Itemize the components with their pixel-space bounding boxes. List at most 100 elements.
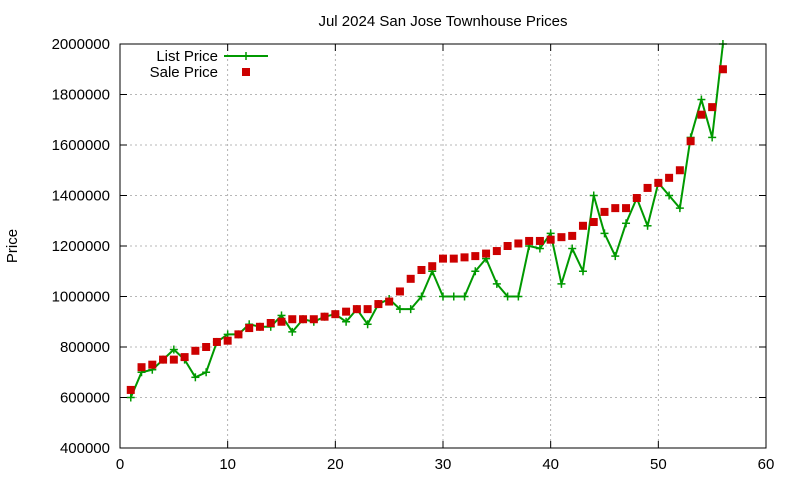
sale-price-point: [245, 324, 254, 333]
x-tick-label: 10: [219, 456, 236, 473]
list-price-point: [643, 221, 652, 230]
y-tick-label: 400000: [60, 440, 110, 457]
list-price-point: [471, 267, 480, 276]
sale-price-point: [492, 247, 501, 256]
list-price-point: [675, 204, 684, 213]
sale-price-point: [374, 300, 383, 309]
x-tick-label: 50: [650, 456, 667, 473]
y-tick-label: 1400000: [52, 188, 110, 205]
list-price-point: [191, 373, 200, 382]
sale-price-point: [449, 254, 458, 263]
list-price-point: [492, 279, 501, 288]
list-price-point: [126, 393, 135, 402]
sale-price-point: [234, 330, 243, 339]
list-price-point: [535, 244, 544, 253]
sale-price-point: [535, 236, 544, 245]
sale-price-point: [137, 363, 146, 372]
sale-price-point: [169, 355, 178, 364]
sale-price-point: [460, 253, 469, 262]
y-tick-label: 1000000: [52, 289, 110, 306]
sale-price-point: [589, 218, 598, 227]
sale-price-point: [320, 312, 329, 321]
sale-price-point: [718, 65, 727, 74]
sale-price-point: [654, 178, 663, 187]
list-price-point: [169, 345, 178, 354]
list-price-point: [600, 229, 609, 238]
series-sale-price: [126, 65, 727, 394]
sale-price-point: [395, 287, 404, 296]
list-price-point: [697, 95, 706, 104]
x-tick-label: 30: [435, 456, 452, 473]
list-price-point: [503, 292, 512, 301]
sale-price-point: [632, 194, 641, 203]
sale-price-point: [568, 231, 577, 240]
list-price-point: [363, 320, 372, 329]
sale-price-point: [439, 254, 447, 263]
sale-price-point: [557, 233, 566, 242]
legend-plus-swatch: [242, 52, 250, 60]
list-price-point: [611, 252, 620, 261]
legend-label: Sale Price: [150, 64, 218, 81]
sale-price-point: [363, 305, 372, 314]
x-tick-label: 60: [758, 456, 775, 473]
sale-price-point: [159, 355, 168, 364]
list-price-point: [288, 327, 297, 336]
x-tick-label: 0: [116, 456, 124, 473]
sale-price-point: [148, 360, 157, 369]
y-tick-label: 1600000: [52, 137, 110, 154]
sale-price-point: [643, 183, 652, 192]
sale-price-point: [514, 239, 523, 248]
sale-price-point: [191, 346, 200, 355]
list-price-point: [578, 267, 587, 276]
y-tick-label: 1200000: [52, 238, 110, 255]
sale-price-point: [675, 166, 684, 175]
x-tick-label: 40: [542, 456, 559, 473]
grid-lines: [120, 44, 766, 448]
sale-price-point: [708, 103, 717, 112]
sale-price-point: [126, 385, 135, 394]
sale-price-point: [686, 137, 695, 146]
list-price-point: [342, 317, 351, 326]
y-tick-label: 2000000: [52, 36, 110, 53]
legend-square-swatch: [242, 68, 250, 76]
sale-price-point: [255, 322, 264, 331]
list-price-point: [460, 292, 469, 301]
series-layer: [126, 40, 727, 402]
tick-labels: 0 10 20 30 40 50 60 400000 600000 800000 1000000 12…: [52, 36, 775, 473]
list-price-point: [557, 279, 566, 288]
sale-price-point: [471, 252, 480, 261]
sale-price-point: [180, 353, 189, 362]
list-price-point: [417, 292, 426, 301]
chart-title: Jul 2024 San Jose Townhouse Prices: [318, 13, 567, 30]
sale-price-point: [622, 204, 631, 213]
legend-label: List Price: [156, 48, 218, 65]
sale-price-point: [600, 207, 609, 216]
sale-price-point: [482, 249, 491, 258]
sale-price-point: [406, 274, 415, 283]
sale-price-point: [352, 305, 361, 314]
list-price-point: [449, 292, 458, 301]
tick-marks: [119, 43, 767, 449]
y-axis-label: Price: [4, 229, 21, 263]
list-price-point: [568, 244, 577, 253]
y-tick-label: 800000: [60, 339, 110, 356]
sale-price-point: [223, 336, 232, 345]
sale-price-point: [525, 236, 534, 245]
sale-price-point: [697, 110, 706, 119]
list-price-point: [708, 133, 717, 142]
sale-price-point: [385, 297, 394, 306]
sale-price-point: [299, 315, 308, 324]
sale-price-point: [212, 337, 221, 346]
sale-price-point: [342, 307, 351, 316]
sale-price-point: [546, 235, 555, 244]
sale-price-point: [611, 204, 620, 213]
list-price-point: [622, 219, 631, 228]
sale-price-point: [266, 319, 275, 328]
list-price-point: [439, 292, 447, 301]
list-price-point: [395, 305, 404, 314]
sale-price-point: [503, 242, 512, 250]
sale-price-point: [578, 221, 587, 230]
